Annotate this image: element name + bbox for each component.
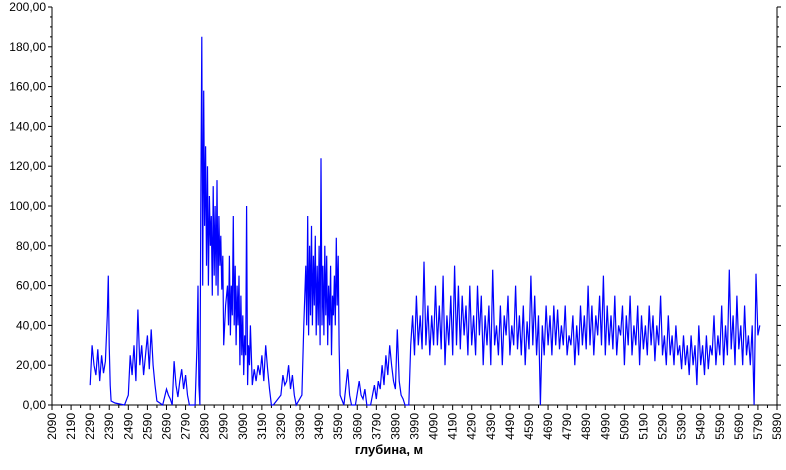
x-tick-label: 2090 [45, 413, 59, 440]
x-tick-label: 5090 [617, 413, 631, 440]
x-tick-label: 3390 [293, 413, 307, 440]
x-tick-label: 4390 [484, 413, 498, 440]
x-tick-label: 5790 [751, 413, 765, 440]
x-tick-label: 3790 [369, 413, 383, 440]
x-tick-label: 3090 [236, 413, 250, 440]
x-tick-label: 2890 [198, 413, 212, 440]
y-axis-right [776, 6, 781, 406]
y-tick-label: 140,00 [9, 119, 46, 133]
x-tick-label: 2490 [121, 413, 135, 440]
x-tick-label: 3190 [255, 413, 269, 440]
x-tick-label: 5890 [770, 413, 784, 440]
x-tick-label: 2290 [83, 413, 97, 440]
x-tick-label: 2390 [102, 413, 116, 440]
x-axis: 2090 2190 2290 2390 2490 2590 2690 2790 2890 2990… [45, 404, 784, 440]
x-tick-label: 5290 [656, 413, 670, 440]
x-tick-label: 4590 [522, 413, 536, 440]
y-tick-label: 40,00 [16, 318, 46, 332]
y-tick-label: 120,00 [9, 159, 46, 173]
x-tick-label: 5190 [636, 413, 650, 440]
x-axis-label: глубина, м [355, 442, 423, 457]
x-tick-label: 4990 [598, 413, 612, 440]
x-tick-label: 3690 [350, 413, 364, 440]
x-tick-label: 3990 [408, 413, 422, 440]
x-tick-label: 4690 [541, 413, 555, 440]
x-tick-label: 4790 [560, 413, 574, 440]
x-tick-label: 2590 [140, 413, 154, 440]
x-tick-label: 2790 [179, 413, 193, 440]
x-tick-label: 4490 [503, 413, 517, 440]
x-tick-label: 2990 [217, 413, 231, 440]
x-tick-label: 2190 [64, 413, 78, 440]
y-tick-label: 0,00 [23, 398, 47, 412]
y-tick-label: 60,00 [16, 279, 46, 293]
x-tick-label: 4190 [446, 413, 460, 440]
x-tick-label: 5590 [713, 413, 727, 440]
x-tick-label: 3290 [274, 413, 288, 440]
x-tick-label: 5690 [732, 413, 746, 440]
y-tick-label: 160,00 [9, 80, 46, 94]
y-tick-label: 200,00 [9, 0, 46, 14]
y-axis-left: 0,00 20,00 40,00 60,00 80,00 100,00 120,00 140,… [9, 0, 53, 412]
x-tick-label: 3890 [388, 413, 402, 440]
y-tick-label: 100,00 [9, 199, 46, 213]
x-tick-label: 5490 [694, 413, 708, 440]
x-tick-label: 4290 [465, 413, 479, 440]
x-tick-label: 4090 [427, 413, 441, 440]
x-tick-label: 3590 [331, 413, 345, 440]
x-tick-label: 3490 [312, 413, 326, 440]
y-tick-label: 20,00 [16, 358, 46, 372]
x-tick-label: 5390 [675, 413, 689, 440]
series-line [89, 36, 761, 407]
x-tick-label: 2690 [159, 413, 173, 440]
x-tick-label: 4890 [579, 413, 593, 440]
y-tick-label: 80,00 [16, 239, 46, 253]
y-tick-label: 180,00 [9, 40, 46, 54]
